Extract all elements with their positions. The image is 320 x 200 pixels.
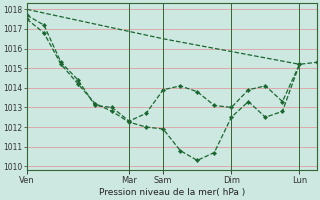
X-axis label: Pression niveau de la mer( hPa ): Pression niveau de la mer( hPa ) <box>99 188 245 197</box>
